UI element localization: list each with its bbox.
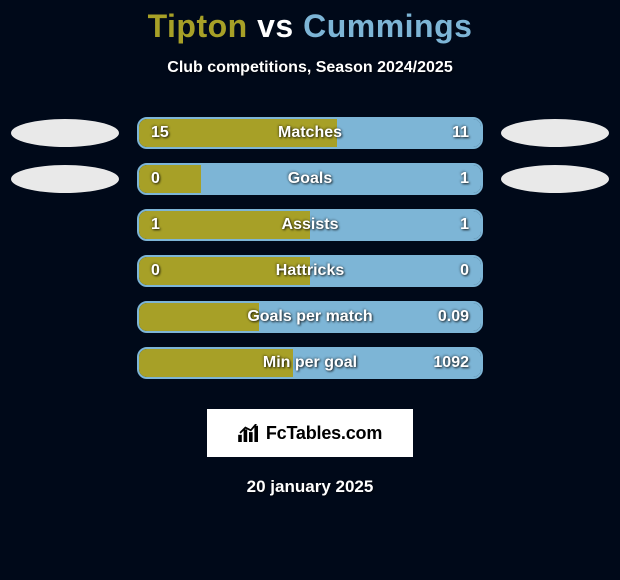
- stat-value-right: 1: [460, 216, 469, 234]
- date-label: 20 january 2025: [247, 477, 374, 497]
- stat-label: Min per goal: [263, 354, 357, 372]
- chart-icon: [238, 424, 260, 442]
- bar-fill-left: [139, 165, 201, 193]
- player2-badge: [501, 119, 609, 147]
- title-player2: Cummings: [303, 8, 472, 44]
- subtitle: Club competitions, Season 2024/2025: [167, 59, 452, 77]
- stat-row: Assists 1 1: [0, 209, 620, 241]
- page-title: Tipton vs Cummings: [148, 8, 473, 45]
- stat-bar: Hattricks 0 0: [137, 255, 483, 287]
- stat-value-right: 1: [460, 170, 469, 188]
- stat-value-left: 0: [151, 170, 160, 188]
- player1-badge: [11, 165, 119, 193]
- bar-fill-left: [139, 303, 259, 331]
- logo-box: FcTables.com: [207, 409, 413, 457]
- stat-row: Matches 15 11: [0, 117, 620, 149]
- stat-value-right: 0: [460, 262, 469, 280]
- stat-value-left: 15: [151, 124, 169, 142]
- title-player1: Tipton: [148, 8, 248, 44]
- stat-bar: Min per goal 1092: [137, 347, 483, 379]
- stat-bar: Matches 15 11: [137, 117, 483, 149]
- title-vs: vs: [257, 8, 294, 44]
- bar-fill-right: [201, 165, 481, 193]
- stat-bar: Goals per match 0.09: [137, 301, 483, 333]
- logo-text: FcTables.com: [266, 423, 382, 444]
- player1-badge: [11, 119, 119, 147]
- stat-value-right: 11: [452, 124, 469, 142]
- stat-row: Min per goal 1092: [0, 347, 620, 379]
- stat-label: Goals per match: [247, 308, 372, 326]
- stat-value-left: 0: [151, 262, 160, 280]
- stat-value-right: 0.09: [438, 308, 469, 326]
- main-container: Tipton vs Cummings Club competitions, Se…: [0, 0, 620, 497]
- player2-badge: [501, 165, 609, 193]
- stat-rows: Matches1511Goals01Assists11Hattricks00Go…: [0, 117, 620, 379]
- stat-row: Goals 0 1: [0, 163, 620, 195]
- stat-label: Assists: [282, 216, 339, 234]
- stat-bar: Goals 0 1: [137, 163, 483, 195]
- stat-value-left: 1: [151, 216, 160, 234]
- stat-label: Hattricks: [276, 262, 344, 280]
- stat-bar: Assists 1 1: [137, 209, 483, 241]
- stat-row: Goals per match 0.09: [0, 301, 620, 333]
- stat-label: Goals: [288, 170, 332, 188]
- stat-row: Hattricks 0 0: [0, 255, 620, 287]
- stat-value-right: 1092: [433, 354, 469, 372]
- stat-label: Matches: [278, 124, 342, 142]
